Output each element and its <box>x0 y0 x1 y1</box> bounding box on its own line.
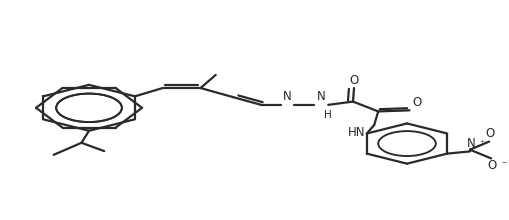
Text: N: N <box>282 90 291 103</box>
Text: $^+$: $^+$ <box>476 139 485 147</box>
Text: O: O <box>412 96 421 109</box>
Text: H: H <box>324 110 331 120</box>
Text: O: O <box>485 127 494 140</box>
Text: N: N <box>466 137 474 150</box>
Text: $^-$: $^-$ <box>499 159 507 168</box>
Text: O: O <box>349 74 358 87</box>
Text: O: O <box>487 159 496 172</box>
Text: N: N <box>317 90 325 103</box>
Text: HN: HN <box>347 126 364 139</box>
